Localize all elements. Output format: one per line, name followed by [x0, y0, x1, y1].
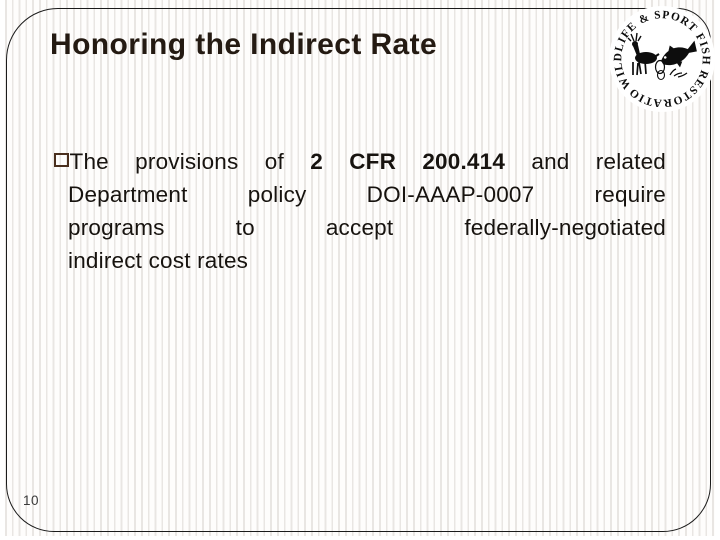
paragraph-line-3: programs to accept federally-negotiated: [68, 215, 666, 240]
paragraph-line-4: indirect cost rates: [68, 248, 249, 273]
paragraph-line-1: The provisions of 2 CFR 200.414 and rela…: [54, 145, 666, 178]
square-bullet-icon: [54, 152, 69, 167]
slide-border-frame: [6, 8, 711, 532]
paragraph-line-2: Department policy DOI-AAAP-0007 require: [68, 182, 666, 207]
wildlife-sport-fish-restoration-logo: WILDLIFE & SPORT FISH RESTORATION: [607, 4, 717, 114]
bullet-paragraph: The provisions of 2 CFR 200.414 and rela…: [54, 145, 666, 277]
fish-icon: [661, 40, 697, 68]
bottom-margin: [0, 535, 720, 540]
logo-seal-icon: WILDLIFE & SPORT FISH RESTORATION: [609, 6, 715, 112]
grass-icon: [669, 68, 688, 78]
left-margin: [0, 0, 5, 540]
line1-tail: and related: [505, 149, 666, 174]
right-margin: [714, 0, 720, 540]
line1-text: The provisions of: [69, 149, 311, 174]
page-number: 10: [23, 493, 40, 508]
slide-title: Honoring the Indirect Rate: [50, 28, 438, 61]
line1-bold-citation: 2 CFR 200.414: [310, 149, 506, 174]
eggs-icon: [654, 59, 666, 81]
deer-icon: [627, 32, 660, 76]
